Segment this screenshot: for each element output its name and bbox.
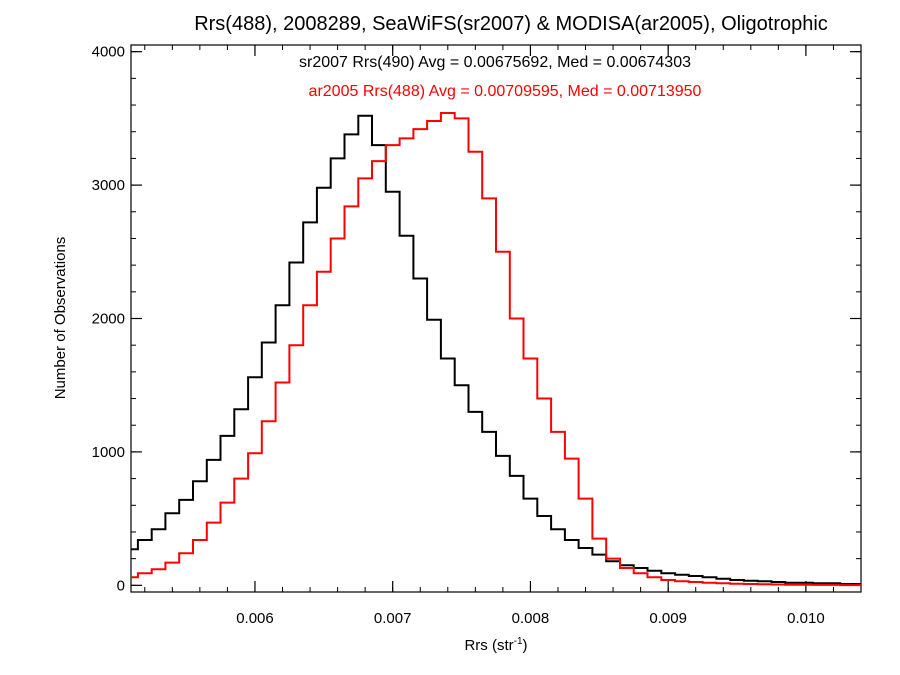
annotation-sr2007: sr2007 Rrs(490) Avg = 0.00675692, Med = …: [299, 54, 691, 71]
series-sr2007-line: [131, 114, 861, 585]
x-axis-label-close: ): [523, 637, 528, 654]
x-axis-label-main: Rrs (str: [464, 637, 513, 654]
series-ar2005-line: [131, 112, 861, 587]
chart-title: Rrs(488), 2008289, SeaWiFS(sr2007) & MOD…: [194, 13, 828, 35]
x-tick-label: 0.010: [787, 610, 825, 627]
plot-frame: [130, 44, 862, 593]
x-tick-label: 0.009: [649, 610, 687, 627]
x-axis-label: Rrs (str-1): [464, 636, 527, 654]
annotation-ar2005: ar2005 Rrs(488) Avg = 0.00709595, Med = …: [309, 83, 702, 100]
x-tick-label: 0.007: [374, 610, 412, 627]
series-layer: [131, 112, 861, 587]
y-tick-label: 2000: [92, 311, 125, 328]
x-tick-label: 0.008: [512, 610, 550, 627]
y-axis-label: Number of Observations: [52, 237, 69, 400]
x-axis-label-superscript: -1: [514, 636, 523, 647]
y-axis: 0 1000 2000 3000 4000: [92, 44, 861, 594]
x-axis: 0.006 0.007 0.008 0.009 0.010: [144, 45, 862, 627]
y-tick-label: 0: [117, 577, 125, 594]
y-tick-label: 1000: [92, 444, 125, 461]
y-tick-label: 4000: [92, 44, 125, 61]
y-tick-label: 3000: [92, 177, 125, 194]
x-tick-label: 0.006: [236, 610, 274, 627]
